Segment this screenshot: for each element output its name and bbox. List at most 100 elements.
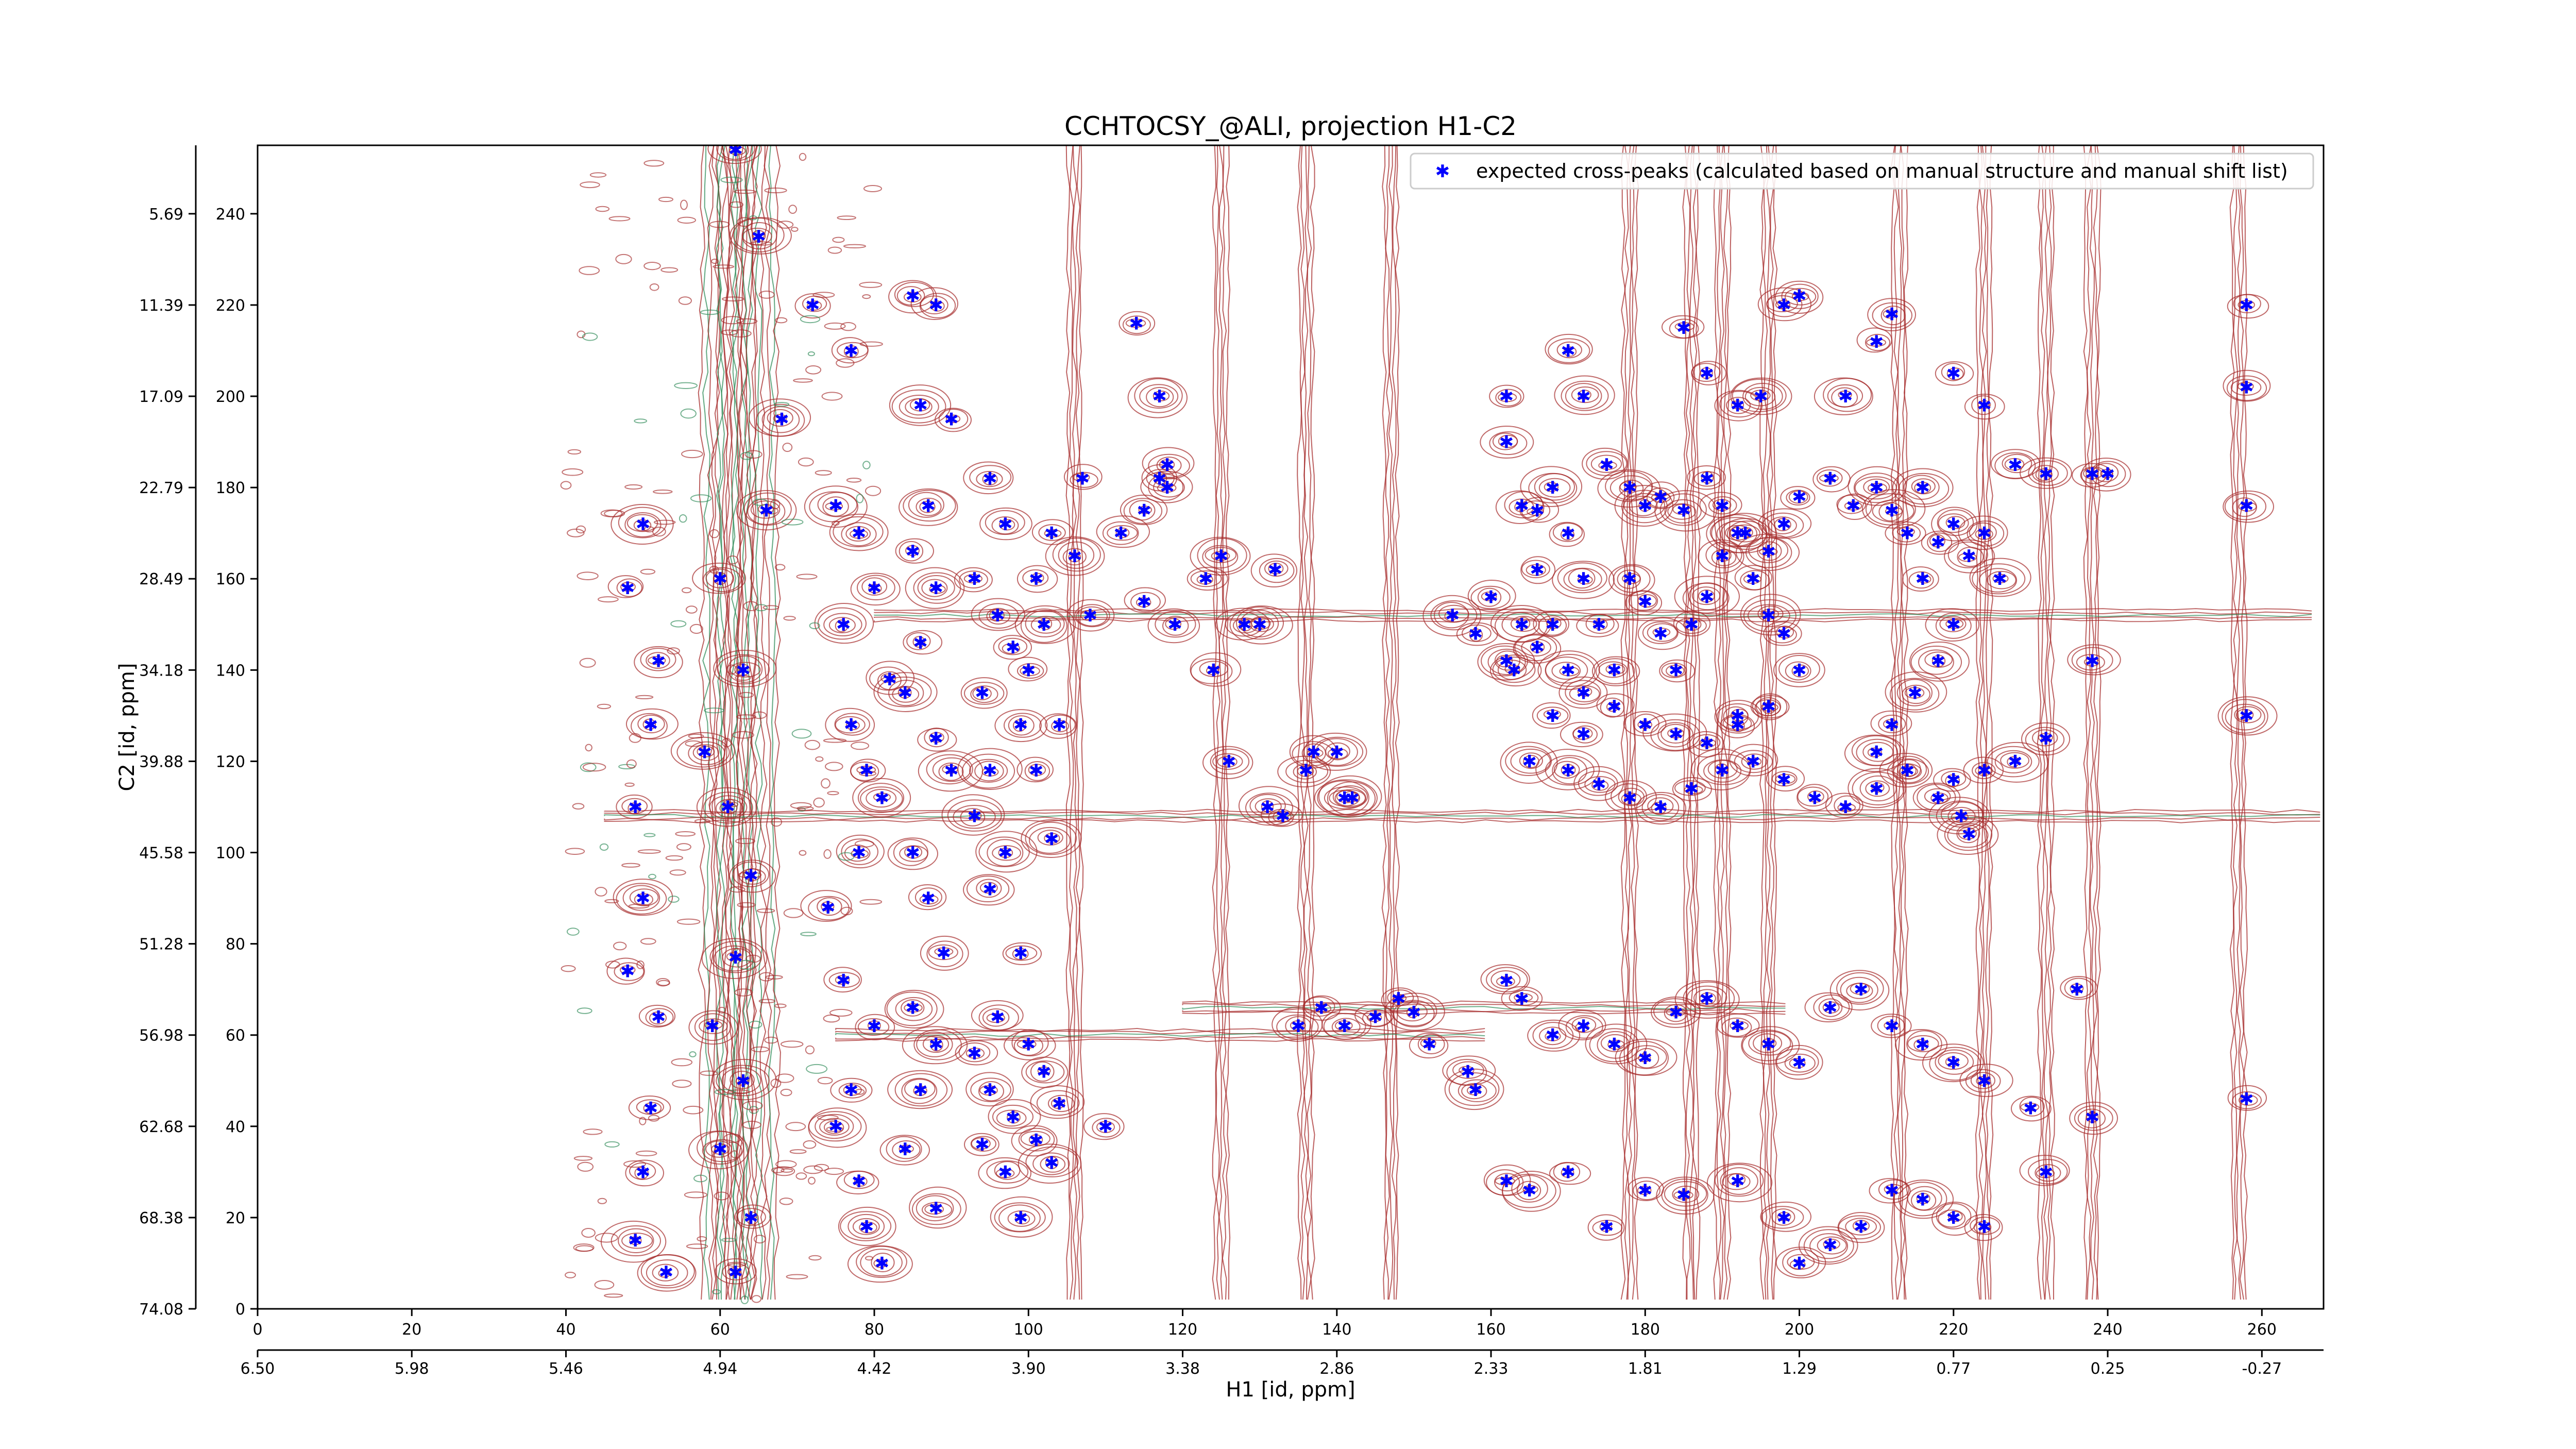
cross-peak-marker: ✱ — [1206, 660, 1221, 681]
peak-contour — [1772, 771, 1798, 787]
peak-contour — [1072, 473, 1090, 482]
noise-contour — [674, 382, 698, 389]
noise-contour — [805, 365, 822, 375]
peak-contour — [1716, 1013, 1760, 1038]
noise-contour — [682, 587, 692, 594]
peak-contour — [2227, 1085, 2267, 1111]
peak-contour — [735, 1076, 748, 1086]
cross-peak-marker: ✱ — [1854, 1217, 1869, 1238]
peak-contour — [928, 944, 958, 961]
peak-contour — [1014, 605, 1076, 644]
peak-contour — [745, 1211, 759, 1225]
peak-contour — [1725, 397, 1751, 414]
peak-contour — [1892, 524, 1921, 543]
cross-peak-marker: ✱ — [1222, 751, 1236, 772]
contour-column — [1381, 145, 1387, 1300]
peak-contour — [1698, 589, 1715, 603]
peak-contour — [1878, 714, 1906, 733]
peak-contour — [611, 504, 674, 545]
peak-contour — [1621, 490, 1668, 524]
noise-contour — [752, 498, 768, 506]
cross-peak-marker: ✱ — [1638, 1048, 1653, 1069]
peak-contour — [1044, 833, 1060, 844]
peak-contour — [1050, 1098, 1065, 1109]
contour-row — [835, 1035, 1485, 1040]
peak-contour — [904, 1079, 936, 1099]
contour-column — [1726, 145, 1732, 1300]
peak-contour — [938, 762, 964, 781]
cross-peak-marker: ✱ — [1021, 660, 1036, 681]
peak-contour — [1945, 1056, 1959, 1068]
cross-peak-marker: ✱ — [1761, 697, 1776, 717]
peak-contour — [1264, 560, 1289, 577]
noise-contour — [648, 1115, 660, 1122]
y-tick-label: 100 — [216, 845, 245, 863]
peak-contour — [1036, 1090, 1080, 1116]
peak-contour — [954, 567, 993, 593]
contour-column — [2047, 145, 2052, 1300]
peak-contour — [730, 1070, 755, 1089]
peak-contour — [1964, 394, 2005, 420]
noise-contour — [572, 803, 585, 810]
peak-contour — [1760, 703, 1778, 712]
cross-peak-marker: ✱ — [975, 683, 990, 704]
peak-contour — [1381, 987, 1419, 1013]
y2-tick-label: 34.18 — [139, 662, 183, 680]
x2-tick-label: 1.81 — [1628, 1360, 1663, 1378]
peak-contour — [845, 720, 860, 731]
peak-contour — [1153, 391, 1170, 401]
cross-peak-marker: ✱ — [875, 1254, 890, 1274]
noise-contour — [624, 484, 643, 490]
peak-contour — [1021, 819, 1082, 858]
cross-peak-marker: ✱ — [1669, 660, 1684, 681]
noise-contour — [598, 596, 619, 603]
peak-contour — [993, 635, 1032, 660]
cross-peak-marker: ✱ — [1746, 751, 1761, 772]
peak-contour — [804, 485, 868, 528]
cross-peak-marker: ✱ — [1776, 624, 1791, 645]
peak-contour — [979, 507, 1032, 541]
noise-contour — [624, 782, 635, 787]
peak-contour — [1963, 756, 2004, 784]
cross-peak-marker: ✱ — [2239, 1089, 2254, 1110]
peak-contour — [1883, 309, 1897, 319]
cross-peak-marker: ✱ — [1669, 724, 1684, 745]
cross-peak-marker: ✱ — [1823, 1235, 1838, 1256]
noise-contour — [781, 1168, 793, 1173]
peak-contour — [645, 1008, 674, 1027]
peak-contour — [986, 1160, 1029, 1184]
peak-contour — [652, 1263, 679, 1282]
peak-contour — [1911, 478, 1936, 495]
peak-contour — [1937, 815, 1999, 855]
cross-peak-marker: ✱ — [998, 843, 1013, 864]
peak-contour — [1307, 748, 1324, 758]
noise-contour — [854, 840, 874, 848]
peak-contour — [2232, 1091, 2262, 1109]
peak-contour — [707, 145, 762, 164]
noise-contour — [643, 833, 656, 837]
peak-contour — [1467, 1086, 1481, 1096]
peak-contour — [1016, 663, 1044, 679]
peak-contour — [976, 879, 1002, 898]
noise-contour — [805, 1045, 815, 1055]
contour-column — [1713, 145, 1719, 1300]
peak-contour — [2223, 490, 2275, 523]
cross-peak-marker: ✱ — [1684, 615, 1699, 635]
peak-contour — [982, 1008, 1010, 1027]
peak-contour — [1442, 1055, 1496, 1086]
peak-contour — [1660, 723, 1691, 744]
noise-contour — [790, 802, 812, 809]
noise-contour — [789, 1149, 807, 1154]
noise-contour — [799, 850, 807, 856]
cross-peak-marker: ✱ — [1684, 779, 1699, 800]
peak-contour — [929, 732, 944, 743]
peak-contour — [929, 584, 946, 594]
peak-contour — [905, 545, 920, 557]
peak-contour — [1533, 611, 1569, 637]
peak-contour — [893, 839, 928, 866]
peak-contour — [1918, 575, 1931, 584]
peak-contour — [1902, 684, 1930, 704]
noise-contour — [748, 1020, 762, 1029]
noise-contour — [783, 616, 796, 621]
peak-contour — [1865, 333, 1890, 351]
